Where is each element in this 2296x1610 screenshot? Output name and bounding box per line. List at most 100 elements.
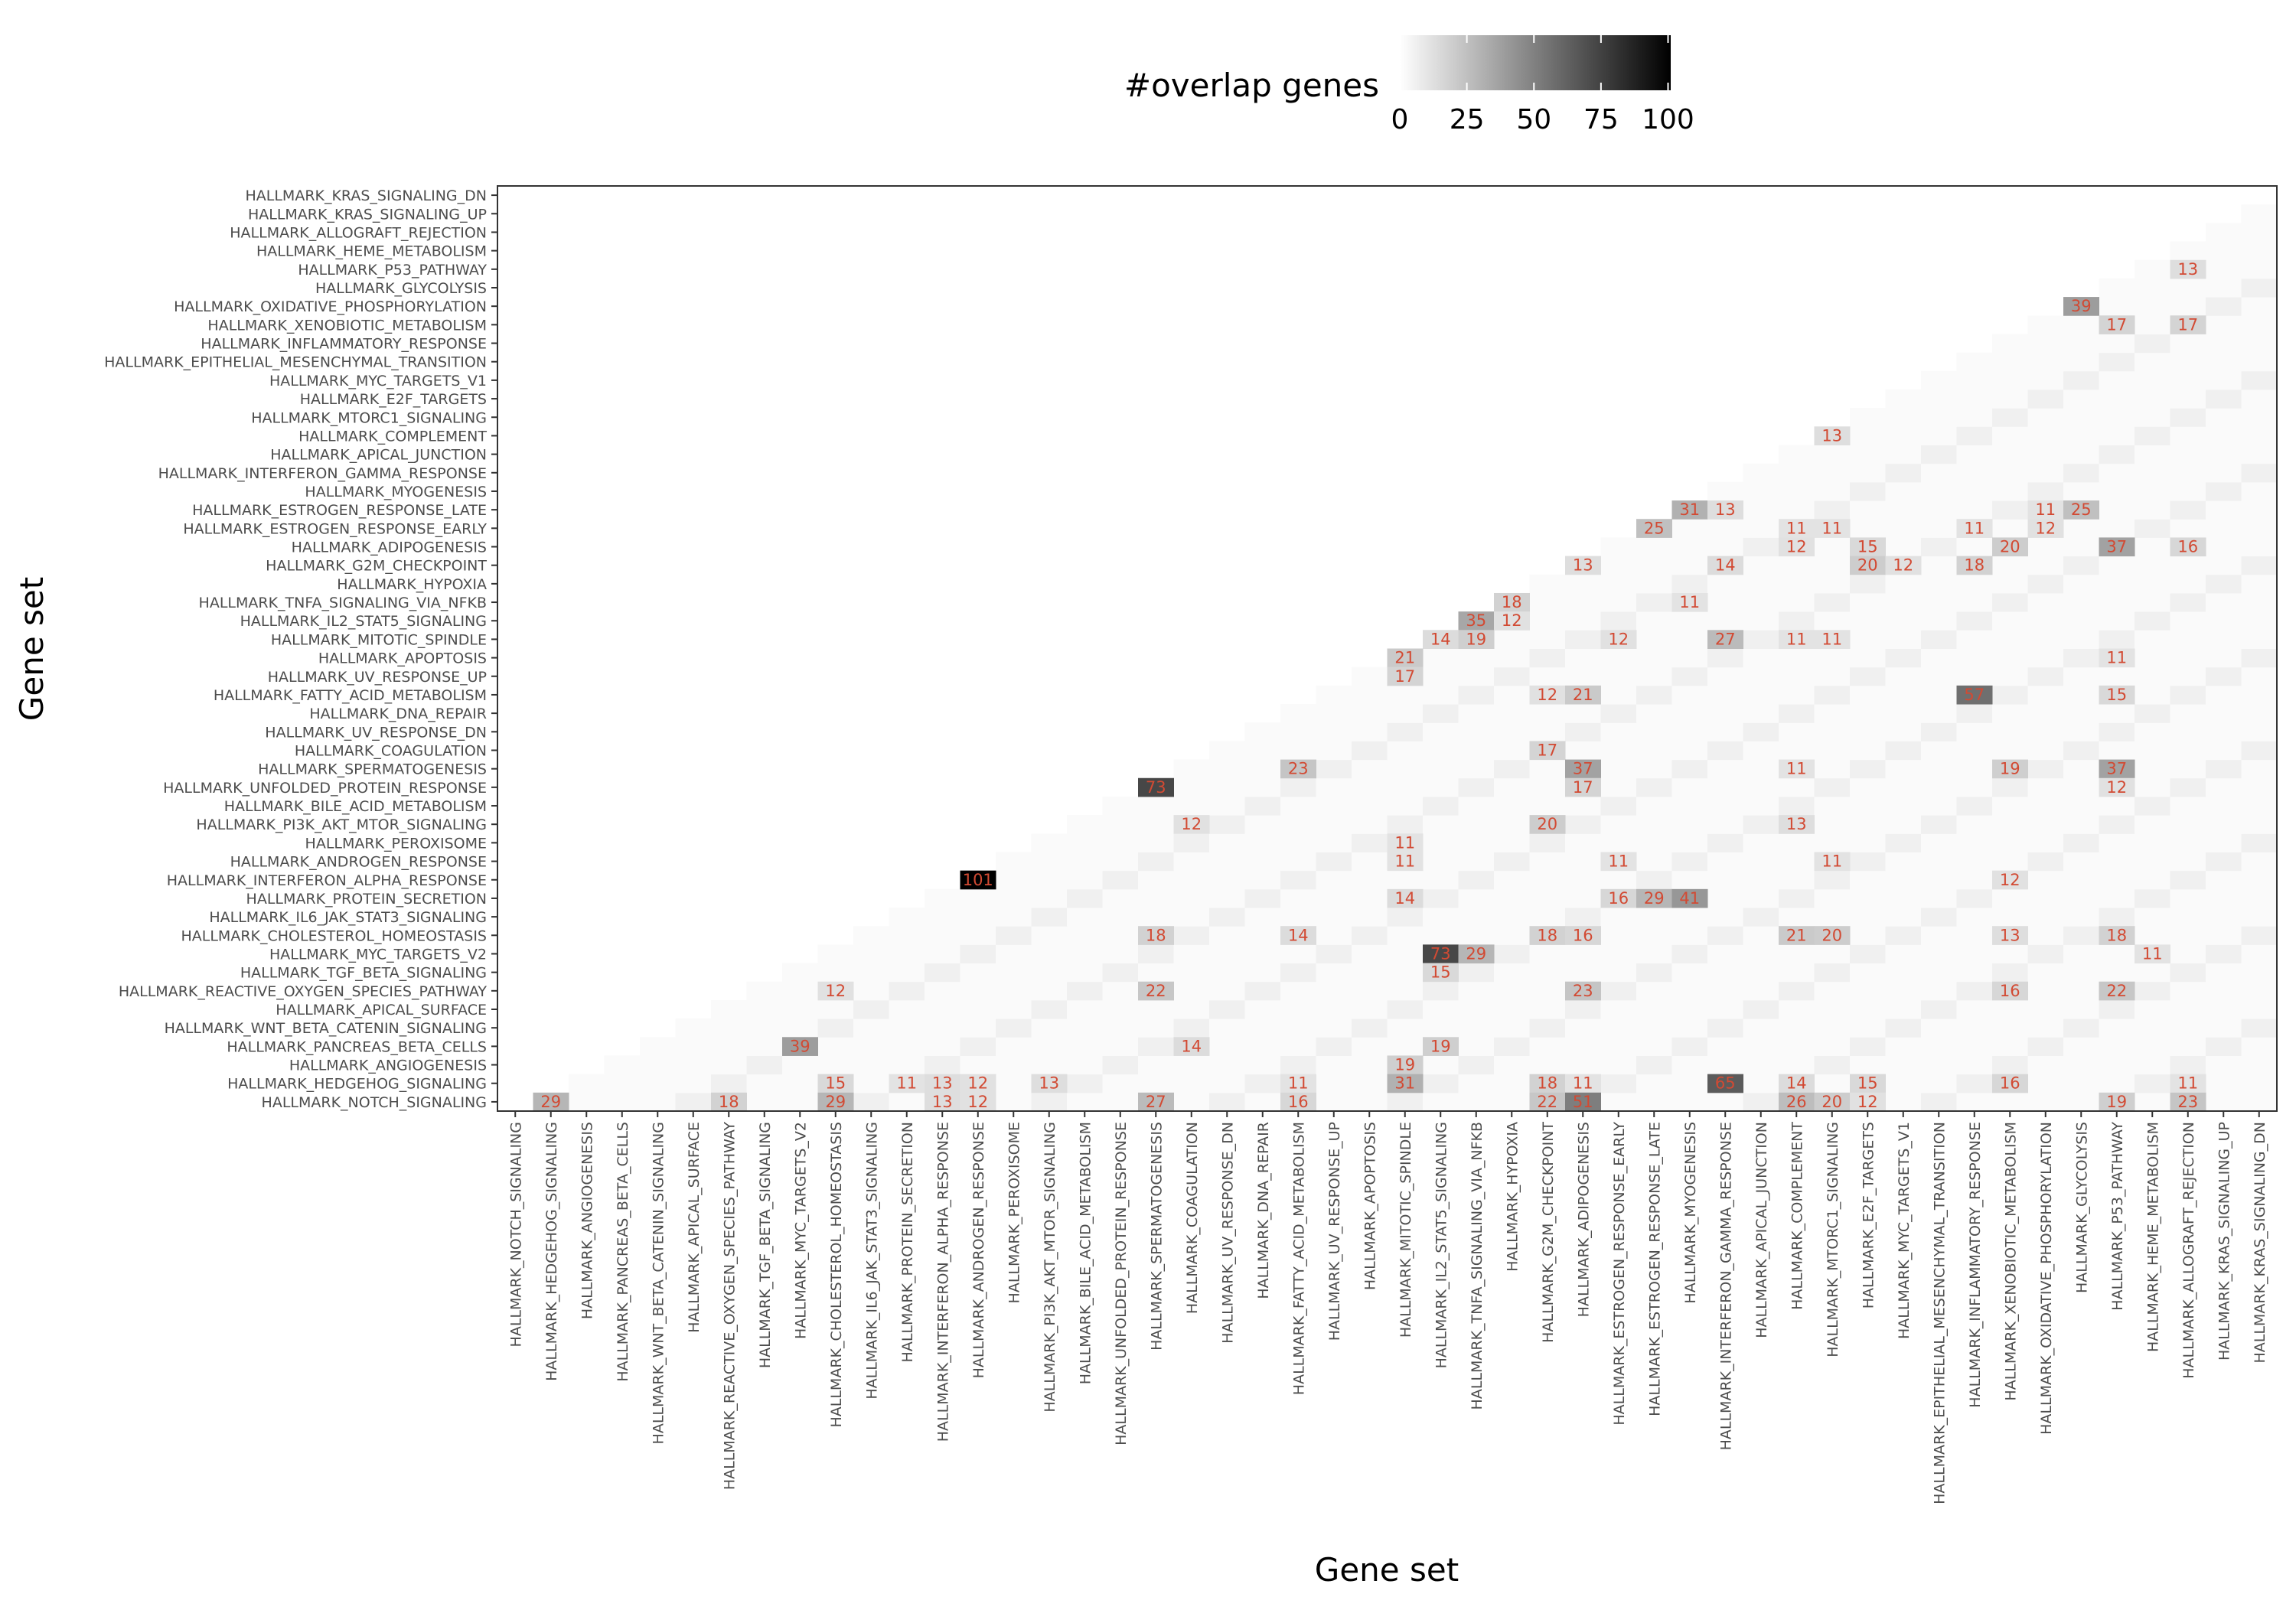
y-tick-label: HALLMARK_ESTROGEN_RESPONSE_EARLY	[183, 520, 487, 537]
heatmap-cell	[2170, 815, 2206, 834]
heatmap-cell	[1423, 666, 1459, 686]
y-tick-label: HALLMARK_MYC_TARGETS_V1	[269, 373, 487, 389]
heatmap-cell	[1992, 815, 2028, 834]
heatmap-cell	[2241, 944, 2278, 964]
cell-value-label: 35	[1466, 611, 1486, 630]
heatmap-cell	[1921, 574, 1957, 594]
heatmap-cell	[1814, 1018, 1851, 1038]
heatmap-cell	[640, 1092, 676, 1112]
heatmap-cell	[1529, 666, 1566, 686]
heatmap-cell	[1743, 574, 1779, 594]
heatmap-cell	[1529, 704, 1566, 723]
heatmap-cell	[2241, 481, 2278, 501]
heatmap-cell	[2241, 370, 2278, 390]
x-tick-label: HALLMARK_XENOBIOTIC_METABOLISM	[2002, 1122, 2019, 1401]
heatmap-cell	[1173, 870, 1210, 890]
heatmap-cell	[782, 1055, 818, 1075]
heatmap-cell	[1244, 833, 1281, 852]
heatmap-cell	[640, 1074, 676, 1093]
x-tick-label: HALLMARK_REACTIVE_OXYGEN_SPECIES_PATHWAY	[721, 1122, 738, 1491]
heatmap-cell	[853, 944, 889, 964]
heatmap-cell	[2135, 685, 2170, 705]
heatmap-cell	[782, 1092, 818, 1112]
heatmap-cell	[2241, 704, 2278, 723]
heatmap-cell	[1743, 1037, 1779, 1056]
heatmap-cell	[2135, 259, 2170, 279]
cell-value-label: 19	[2000, 760, 2020, 778]
heatmap-cell	[2206, 426, 2242, 446]
heatmap-cell	[889, 944, 925, 964]
x-tick-label: HALLMARK_MYOGENESIS	[1682, 1122, 1699, 1304]
heatmap-cell	[1387, 981, 1424, 1001]
heatmap-cell	[2135, 352, 2170, 372]
heatmap-cell	[1458, 926, 1495, 945]
heatmap-cell	[2135, 1018, 2170, 1038]
heatmap-cell	[1280, 1074, 1316, 1093]
heatmap-cell	[2206, 537, 2242, 557]
heatmap-cell	[1885, 481, 1922, 501]
heatmap-cell	[2241, 408, 2278, 427]
heatmap-cell	[1779, 796, 1815, 816]
heatmap-cell	[1529, 777, 1566, 797]
heatmap-cell	[1352, 796, 1388, 816]
y-tick-label: HALLMARK_MITOTIC_SPINDLE	[271, 631, 487, 648]
cell-value-label: 22	[2106, 982, 2127, 1000]
heatmap-cell	[1067, 870, 1103, 890]
heatmap-cell	[1671, 888, 1708, 908]
heatmap-cell	[1779, 944, 1815, 964]
heatmap-cell	[1743, 815, 1779, 834]
heatmap-cell	[2027, 611, 2064, 631]
heatmap-cell	[1779, 1092, 1815, 1112]
heatmap-cell	[1138, 908, 1174, 927]
heatmap-cell	[996, 1055, 1032, 1075]
heatmap-cell	[817, 1037, 854, 1056]
heatmap-cell	[1173, 1074, 1210, 1093]
cell-value-label: 12	[1786, 538, 1807, 556]
heatmap-cell	[1743, 722, 1779, 741]
heatmap-cell	[1956, 963, 1993, 983]
heatmap-cell	[1280, 944, 1316, 964]
heatmap-cell	[1779, 445, 1815, 464]
heatmap-cell	[2027, 704, 2064, 723]
heatmap-cell	[1352, 833, 1388, 852]
heatmap-cell	[1636, 999, 1672, 1019]
heatmap-cell	[1458, 1092, 1495, 1112]
heatmap-cell	[1529, 574, 1566, 594]
heatmap-cell	[1885, 500, 1922, 520]
heatmap-cell	[1600, 926, 1637, 945]
heatmap-cell	[1956, 833, 1993, 852]
heatmap-cell	[1244, 870, 1281, 890]
heatmap-cell	[2135, 852, 2170, 872]
heatmap-cell	[1921, 537, 1957, 557]
heatmap-cell	[1992, 537, 2028, 557]
heatmap-cell	[1423, 685, 1459, 705]
y-tick-label: HALLMARK_IL6_JAK_STAT3_SIGNALING	[209, 909, 487, 926]
heatmap-cell	[2027, 1092, 2064, 1112]
heatmap-cell	[2241, 445, 2278, 464]
heatmap-cell	[2063, 833, 2099, 852]
heatmap-cell	[1885, 981, 1922, 1001]
heatmap-cell	[1316, 1055, 1352, 1075]
heatmap-cell	[2135, 463, 2170, 483]
heatmap-cell	[1921, 944, 1957, 964]
heatmap-cell	[1636, 759, 1672, 779]
heatmap-cell	[1743, 592, 1779, 612]
heatmap-cell	[1600, 777, 1637, 797]
heatmap-cell	[1671, 1037, 1708, 1056]
heatmap-cell	[1423, 1018, 1459, 1038]
heatmap-cell	[1956, 759, 1993, 779]
heatmap-cell	[2135, 1055, 2170, 1075]
heatmap-cell	[1387, 852, 1424, 872]
heatmap-cell	[1387, 777, 1424, 797]
x-tick-label: HALLMARK_APICAL_SURFACE	[686, 1122, 703, 1333]
heatmap-cell	[1992, 981, 2028, 1001]
heatmap-cell	[1885, 1037, 1922, 1056]
y-tick-label: HALLMARK_ESTROGEN_RESPONSE_LATE	[192, 502, 487, 519]
heatmap-cell	[2063, 592, 2099, 612]
heatmap-cell	[1921, 908, 1957, 927]
heatmap-cell	[2135, 704, 2170, 723]
cell-value-label: 13	[2177, 260, 2198, 279]
heatmap-cell	[1743, 870, 1779, 890]
heatmap-cell	[2027, 445, 2064, 464]
heatmap-cell	[782, 1074, 818, 1093]
